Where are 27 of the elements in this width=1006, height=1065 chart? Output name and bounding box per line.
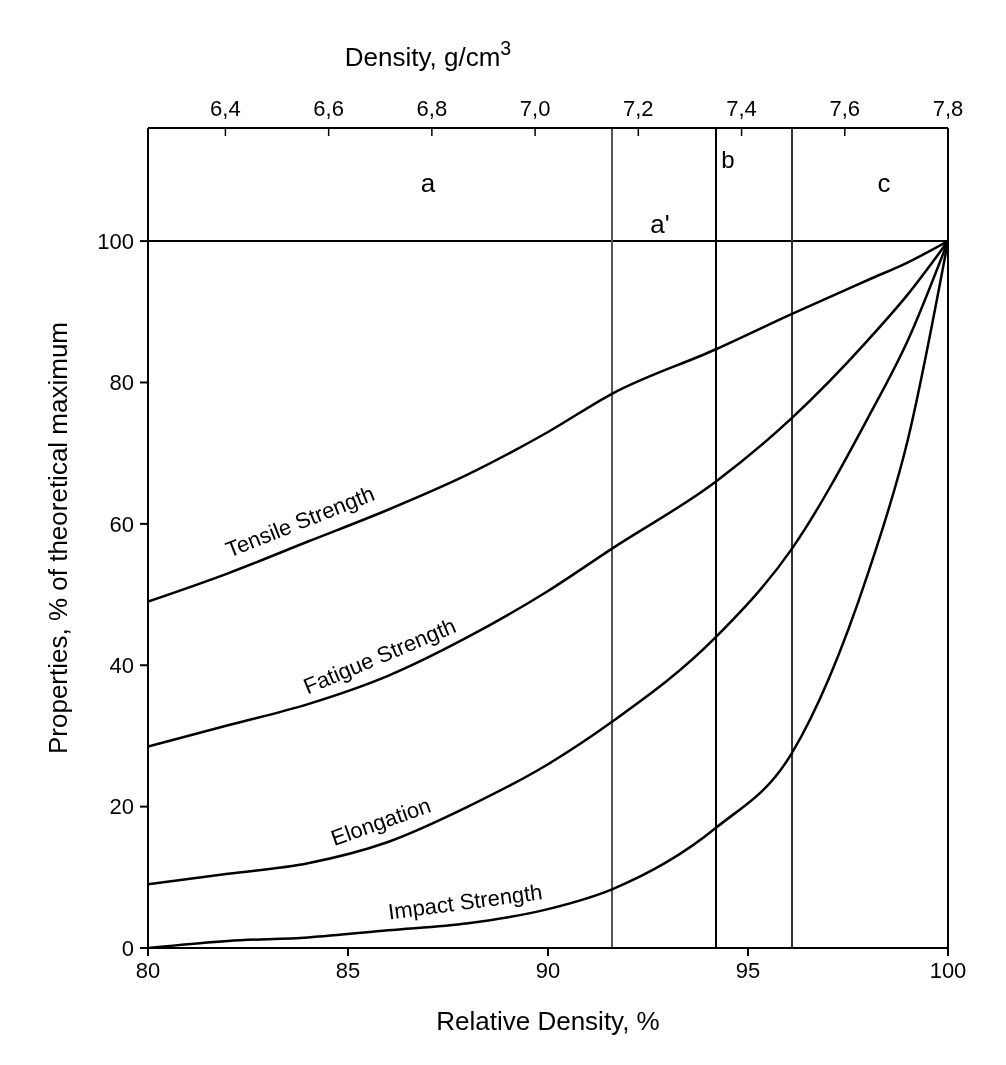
x2-tick-label: 6,6	[313, 96, 344, 121]
x-tick-label: 80	[135, 957, 161, 983]
x2-tick-label: 7,6	[829, 96, 861, 121]
y-tick-label: 80	[109, 370, 134, 396]
annotation: a'	[650, 209, 670, 240]
annotation: a	[420, 168, 436, 199]
x2-axis-title: Density, g/cm$^{3}$	[344, 37, 512, 72]
y-tick-label: 0	[121, 935, 134, 961]
y-axis-title: Properties, % of theoretical maximum	[43, 321, 74, 755]
x2-tick-label: 6,4	[210, 96, 241, 121]
x2-tick-label: 7,4	[726, 96, 757, 121]
x-tick-label: 95	[735, 957, 761, 983]
x2-tick-label: 6,8	[416, 96, 448, 121]
y-tick-label: 60	[109, 511, 134, 537]
ref-line-label: b	[721, 146, 735, 173]
x2-tick-label: 7,2	[623, 96, 654, 121]
y-tick-label: 20	[109, 794, 134, 820]
y-tick-label: 100	[97, 228, 134, 254]
x-tick-label: 90	[535, 957, 561, 983]
x-axis-title: Relative Density, %	[436, 1006, 660, 1036]
text: Impact Strength	[386, 879, 544, 925]
x2-tick-label: 7,8	[932, 96, 964, 121]
y-tick-label: 40	[109, 653, 134, 679]
x2-tick-label: 7,0	[519, 96, 551, 121]
x-tick-label: 85	[335, 957, 361, 983]
x-tick-label: 100	[929, 957, 967, 983]
annotation: c	[877, 168, 891, 199]
